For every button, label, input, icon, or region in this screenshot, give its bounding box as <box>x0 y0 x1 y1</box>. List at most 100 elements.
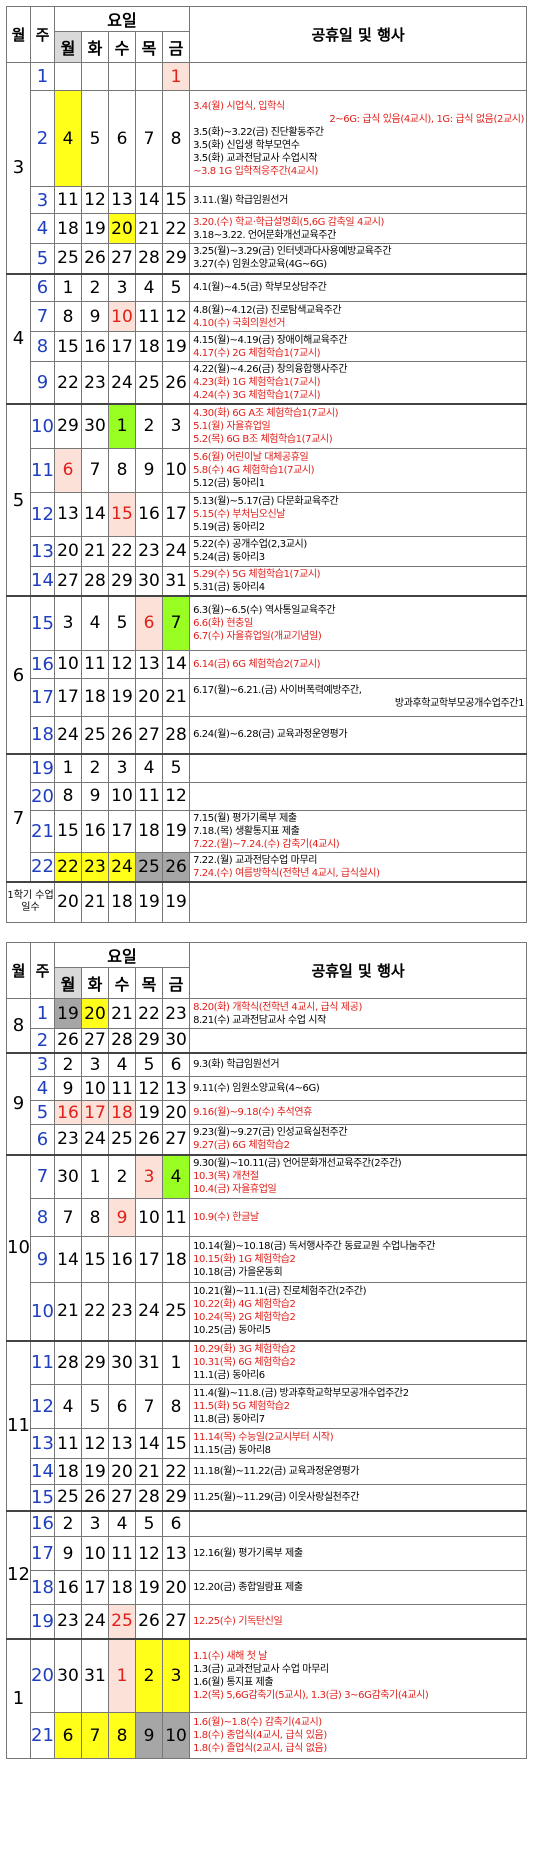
day-cell: 1 <box>161 1339 191 1385</box>
week-number: 4 <box>30 213 55 244</box>
day-cell: 28 <box>135 243 163 274</box>
day-cell: 26 <box>161 361 191 405</box>
day-cell: 3 <box>54 595 82 651</box>
event-item: 11.14(목) 수능일(2교시부터 시작) <box>193 1431 334 1443</box>
week-number: 1 <box>30 998 55 1029</box>
week-row: 8 1 19 20 21 22 23 8.20(화) 개학식(전학년 4교시, 급식 제공) 8… <box>6 998 528 1053</box>
event-item: 11.5(화) 5G 체험학습2 <box>193 1401 290 1412</box>
day-cell: 6 <box>54 1712 82 1759</box>
event-item: 12.16(월) 평가기록부 제출 <box>193 1548 303 1559</box>
week-number: 12 <box>30 491 55 537</box>
events-cell: 1.1(수) 새해 첫 날 1.3(금) 교과전담교사 수업 마무리 1.6(월) … <box>189 1637 528 1713</box>
day-cell: 19 <box>81 213 109 244</box>
events-cell <box>189 753 528 783</box>
week-number: 17 <box>30 677 55 717</box>
day-cell: 1 <box>54 753 82 783</box>
day-cell: 19 <box>54 998 82 1029</box>
day-cell: 19 <box>108 677 136 717</box>
day-cell: 9 <box>54 1536 82 1571</box>
day-cell: 8 <box>81 1198 109 1237</box>
month-cell: 1 <box>6 1637 31 1759</box>
day-cell: 27 <box>161 1124 191 1155</box>
day-cell: 28 <box>108 1028 136 1053</box>
day-cell: 2 <box>108 1153 136 1199</box>
day-cell: 26 <box>135 1604 163 1639</box>
event-item: 10.15(화) 1G 체험학습2 <box>193 1254 296 1265</box>
week-number: 10 <box>30 1282 55 1341</box>
events-cell: 9.23(월)~9.27(금) 인성교육실천주간 9.27(금) 6G 체험학습2 <box>189 1124 528 1155</box>
week-row: 6 23 24 25 26 27 9.23(월)~9.27(금) 인성교육실천주간 9.27(… <box>7 1124 528 1155</box>
month-cell: 9 <box>6 1051 31 1155</box>
day-cell: 27 <box>81 1028 109 1053</box>
week-row: 12 13 14 15 16 17 5.13(월)~5.17(금) 다문화교육주간 5.15(… <box>7 491 528 537</box>
semester-days-mon: 20 <box>54 881 82 923</box>
day-cell: 31 <box>81 1637 109 1713</box>
day-cell: 25 <box>108 1124 136 1155</box>
day-cell: 15 <box>161 1428 191 1459</box>
day-cell: 11 <box>108 1076 136 1101</box>
day-cell: 12 <box>161 301 191 332</box>
day-cell: 18 <box>108 1570 136 1605</box>
day-cell: 14 <box>81 491 109 537</box>
month-header: 월 <box>6 6 31 63</box>
event-item: 방과후학교학부모공개수업주간1 <box>394 698 525 709</box>
day-cell: 24 <box>108 851 136 883</box>
weekday-header-wed: 수 <box>108 31 136 63</box>
day-cell: 23 <box>81 361 109 405</box>
day-cell: 18 <box>135 809 163 853</box>
week-row: 11 11 28 29 30 31 1 10.29(화) 3G 체험학습2 10.31(목) 6… <box>6 1339 528 1511</box>
events-cell: 11.4(월)~11.8.(금) 방과후학교학부모공개수업주간2 11.5(화) … <box>189 1384 528 1429</box>
day-cell: 26 <box>81 243 109 274</box>
semester-days-events <box>189 881 528 923</box>
week-number: 19 <box>30 753 55 783</box>
event-item: 4.8(월)~4.12(금) 진로탐색교육주간 <box>193 304 342 316</box>
day-cell: 30 <box>81 403 109 449</box>
event-item: 4.17(수) 2G 체험학습1(7교시) <box>193 347 321 359</box>
week-number: 20 <box>30 781 55 811</box>
event-item: 11.1(금) 동아리6 <box>193 1370 265 1382</box>
day-cell: 22 <box>135 998 163 1029</box>
day-cell: 25 <box>135 851 163 883</box>
week-row: 4 9 10 11 12 13 9.11(수) 임원소양교육(4~6G) <box>7 1076 528 1101</box>
day-cell: 24 <box>161 535 191 567</box>
week-row: 4 18 19 20 21 22 3.20.(수) 학교·학급설명회(5,6G 감축일 4교… <box>7 213 528 244</box>
week-row: 8 7 8 9 10 11 10.9(수) 한글날 <box>7 1198 528 1237</box>
week-row: 7 8 9 10 11 12 4.8(월)~4.12(금) 진로탐색교육주간 4.10(수) … <box>7 301 528 332</box>
day-cell: 6 <box>108 1384 136 1429</box>
event-item: 9.23(월)~9.27(금) 인성교육실천주간 <box>193 1127 348 1139</box>
week-number: 5 <box>30 1100 55 1125</box>
day-cell: 26 <box>161 851 191 883</box>
day-cell: 10 <box>135 1198 163 1237</box>
day-cell: 18 <box>161 1236 191 1283</box>
day-cell: 9 <box>135 447 163 493</box>
day-cell: 1 <box>108 1637 136 1713</box>
events-cell: 7.22.(월) 교과전담수업 마무리 7.24.(수) 여름방학식(전학년 4교… <box>189 851 528 883</box>
event-item: 9.16(월)~9.18(수) 추석연휴 <box>193 1107 312 1118</box>
events-cell: 10.21(월)~11.1(금) 진로체험주간(2주간) 10.22(화) 4G … <box>189 1282 528 1341</box>
day-cell: 3 <box>108 753 136 783</box>
week-number: 9 <box>30 361 55 405</box>
week-row: 8 15 16 17 18 19 4.15(월)~4.19(금) 장애이해교육주간 4.17(… <box>7 331 528 362</box>
month-cell: 12 <box>6 1509 31 1639</box>
month-cell: 7 <box>6 753 31 883</box>
event-item: 4.10(수) 국회의원선거 <box>193 317 286 329</box>
day-cell: 10 <box>161 447 191 493</box>
event-item: 1.6(월) 통지표 제출 <box>193 1676 274 1688</box>
day-cell: 27 <box>108 243 136 274</box>
day-cell: 9 <box>81 781 109 811</box>
events-cell: 6.3(월)~6.5(수) 역사통일교육주간 6.6(화) 현충일 6.7(수) 자… <box>189 595 528 651</box>
weekday-header-tue: 화 <box>81 31 109 63</box>
day-cell: 17 <box>161 491 191 537</box>
day-cell: 10 <box>81 1536 109 1571</box>
events-header: 공휴일 및 행사 <box>189 942 528 999</box>
day-cell: 18 <box>108 1100 136 1125</box>
semester-days-thu: 19 <box>135 881 163 923</box>
week-number: 15 <box>30 1484 55 1511</box>
weekday-header-tue: 화 <box>81 967 109 999</box>
week-number: 9 <box>30 1236 55 1283</box>
week-number: 4 <box>30 1076 55 1101</box>
day-cell: 31 <box>135 1339 163 1385</box>
week-number: 20 <box>30 1637 55 1713</box>
events-cell: 11.14(목) 수능일(2교시부터 시작) 11.15(금) 동아리8 <box>189 1428 528 1459</box>
semester-days-fri: 19 <box>161 881 191 923</box>
